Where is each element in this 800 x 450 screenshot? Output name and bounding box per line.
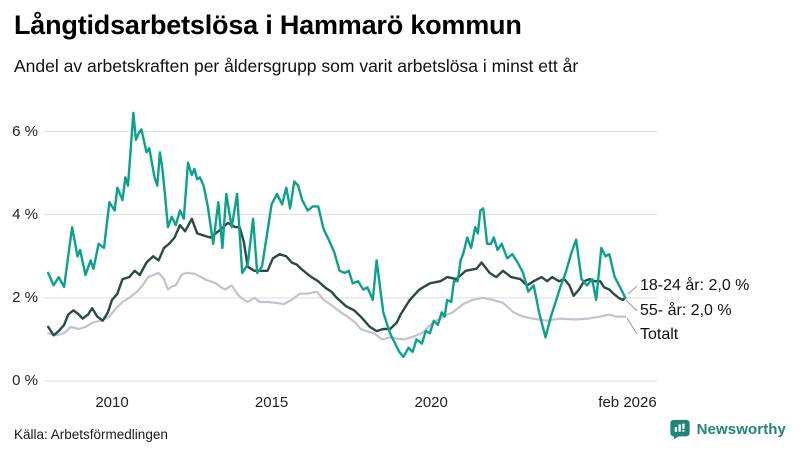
annotation-connector: [625, 299, 638, 312]
x-tick-label: 2010: [95, 394, 129, 411]
y-tick-label: 2 %: [12, 288, 38, 306]
brand-name: Newsworthy: [696, 420, 786, 438]
annotation-totalt: Totalt: [640, 326, 679, 343]
annotation-connector: [627, 285, 638, 295]
annotation-connector: [626, 317, 638, 335]
chart-subtitle: Andel av arbetskraften per åldersgrupp s…: [14, 56, 579, 76]
y-tick-label: 6 %: [12, 122, 38, 140]
y-tick-label: 0 %: [12, 372, 38, 389]
x-tick-label: 2020: [414, 394, 448, 411]
page-title: Långtidsarbetslösa i Hammarö kommun: [14, 10, 522, 40]
series-line-18-24-år: [47, 111, 627, 359]
source-credit: Källa: Arbetsförmedlingen: [14, 427, 168, 442]
brand-logo: Newsworthy: [669, 418, 786, 440]
annotation-18-24: 18-24 år: 2,0 %: [640, 277, 750, 294]
series-line-totalt: [47, 271, 627, 341]
x-tick-label: feb 2026: [598, 394, 657, 411]
annotation-55: 55- år: 2,0 %: [640, 302, 732, 319]
x-tick-label: 2015: [254, 394, 289, 411]
newsworthy-icon: [670, 419, 690, 440]
series-line-55-år: [47, 217, 627, 337]
y-tick-label: 4 %: [12, 205, 38, 223]
